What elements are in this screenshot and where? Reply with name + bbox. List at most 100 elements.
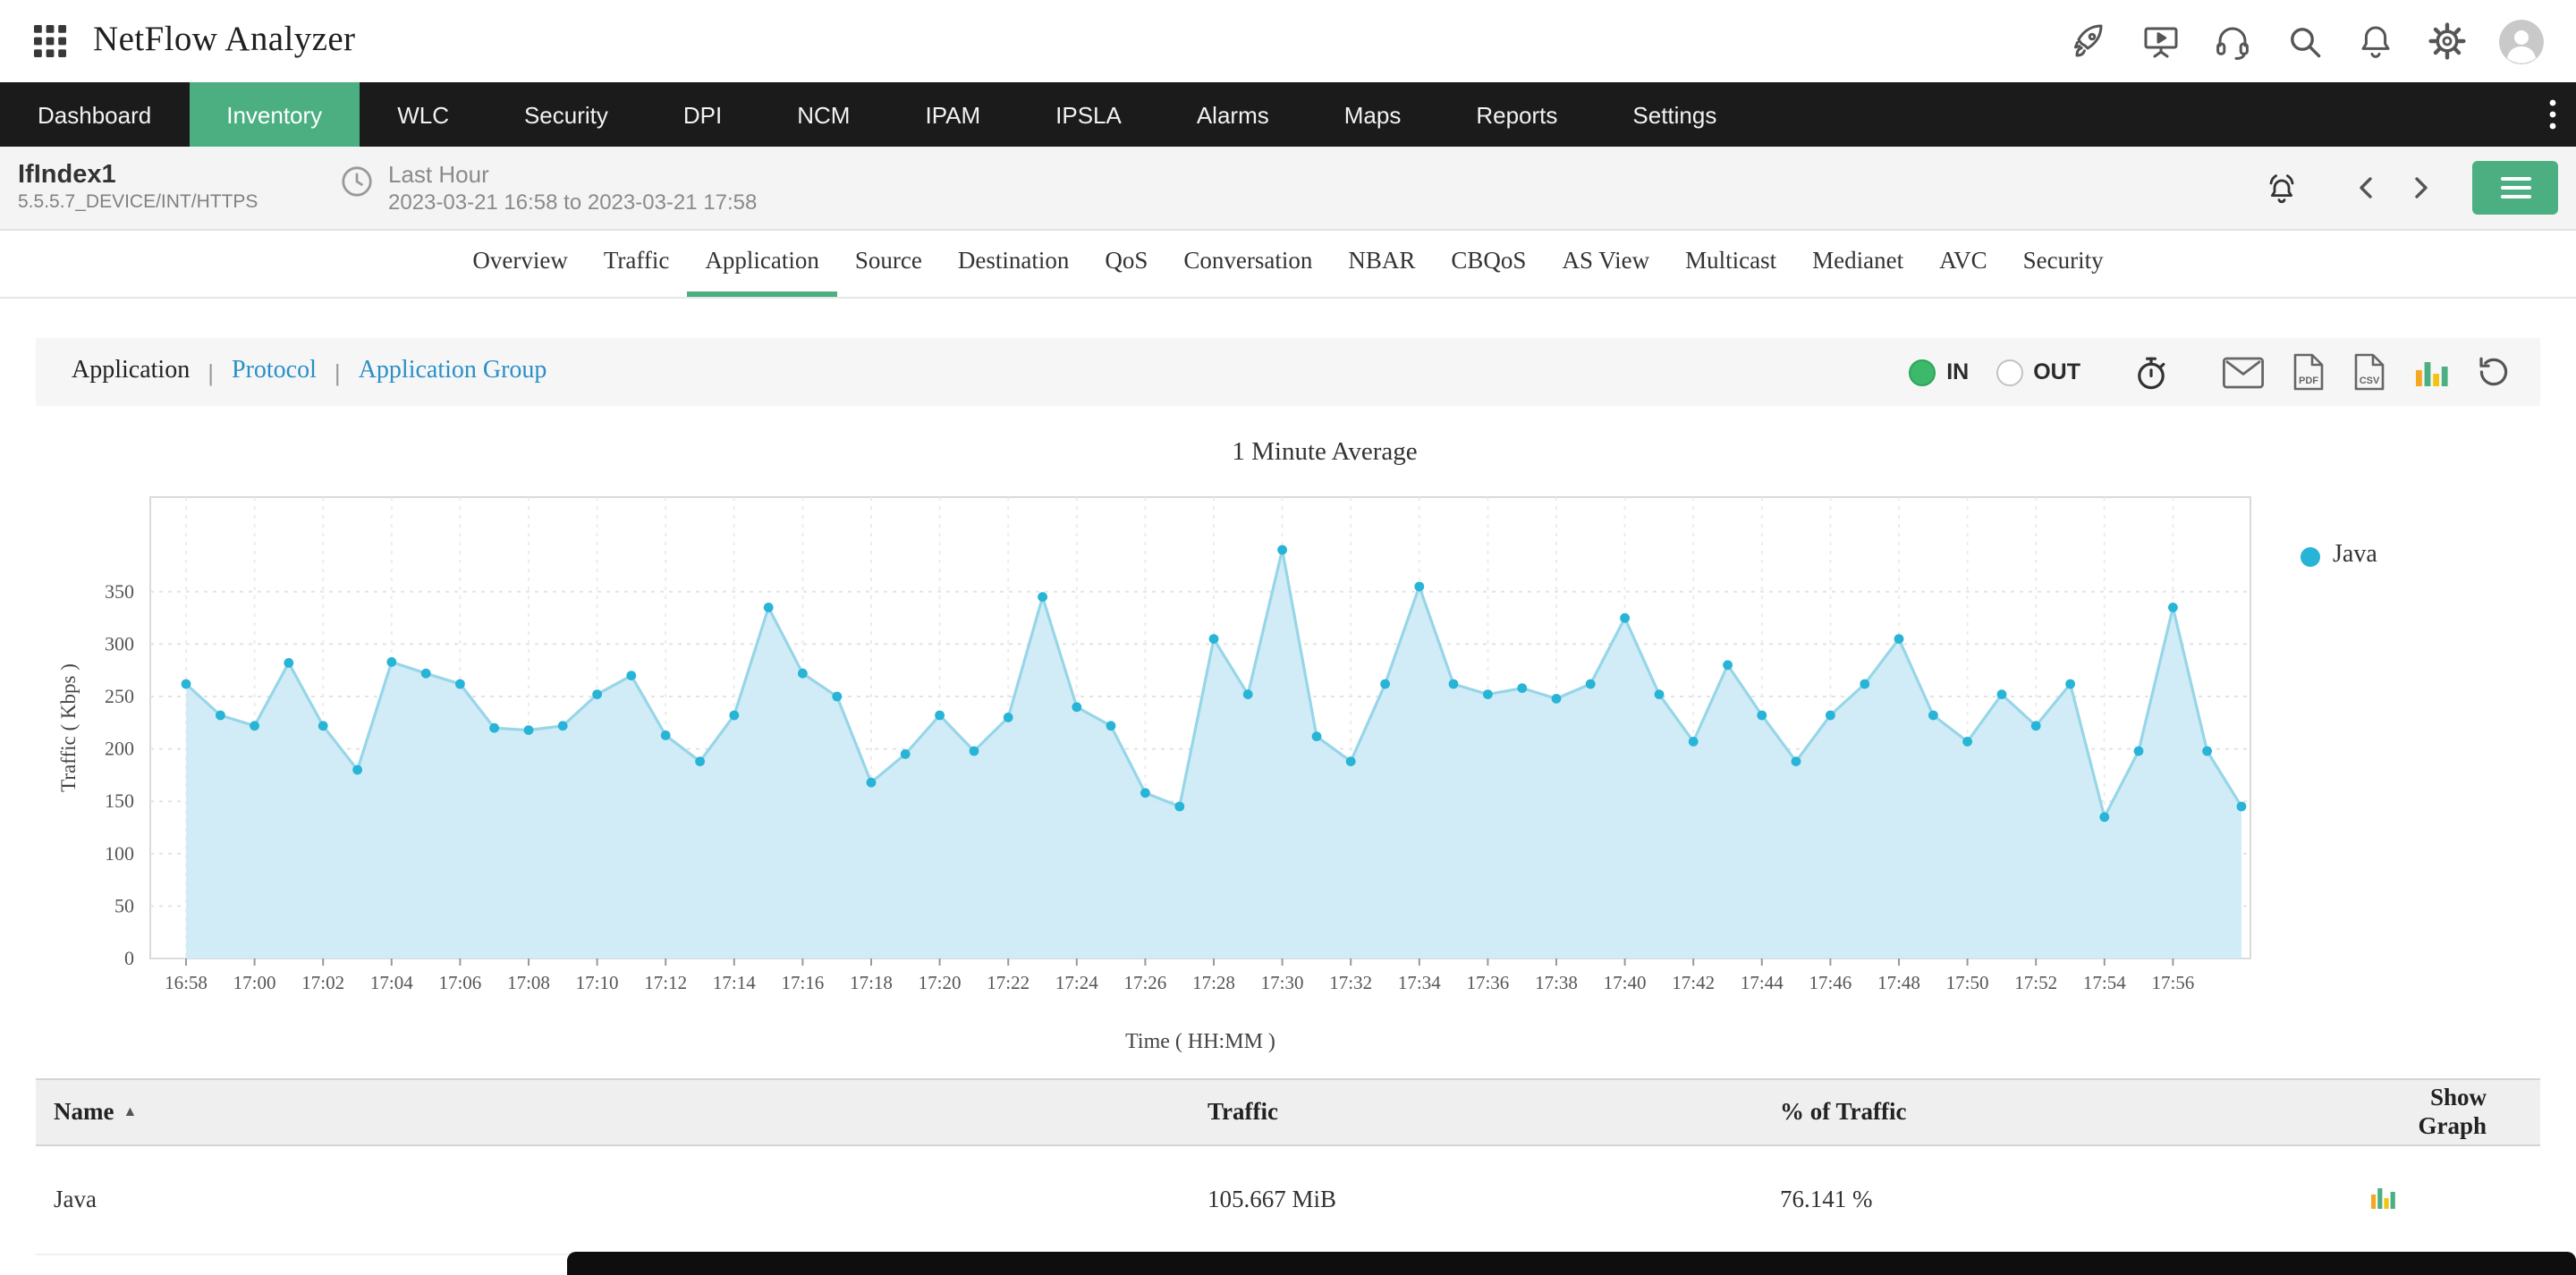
tab-cbqos[interactable]: CBQoS: [1433, 231, 1544, 297]
svg-text:17:08: 17:08: [507, 972, 550, 993]
filter-bar: Application | Protocol | Application Gro…: [36, 338, 2540, 406]
bar-chart-icon[interactable]: [2413, 354, 2449, 390]
filter-application-group[interactable]: Application Group: [359, 358, 547, 386]
nav-item-wlc[interactable]: WLC: [360, 82, 487, 147]
sort-asc-icon: ▲: [123, 1105, 138, 1119]
chart-section: 1 Minute Average 05010015020025030035016…: [0, 438, 2576, 1073]
tab-security[interactable]: Security: [2005, 231, 2122, 297]
search-icon[interactable]: [2284, 21, 2324, 61]
row-name: Java: [36, 1186, 1208, 1214]
alarm-settings-icon[interactable]: [2263, 169, 2301, 207]
svg-text:300: 300: [105, 632, 134, 654]
interface-path: 5.5.5.7_DEVICE/INT/HTTPS: [18, 191, 308, 215]
svg-text:17:04: 17:04: [370, 972, 413, 993]
tab-avc[interactable]: AVC: [1921, 231, 2005, 297]
period-label: Last Hour: [388, 160, 757, 189]
row-traffic: 105.667 MiB: [1208, 1186, 1780, 1214]
interface-name: IfIndex1: [18, 161, 308, 191]
tab-application[interactable]: Application: [687, 231, 837, 297]
nav-item-ncm[interactable]: NCM: [759, 82, 887, 147]
pdf-export-icon[interactable]: PDF: [2292, 352, 2326, 392]
bottom-black-bar: [567, 1252, 2576, 1275]
schedule-icon[interactable]: [2132, 353, 2170, 391]
presentation-icon[interactable]: [2141, 21, 2181, 61]
svg-text:50: 50: [114, 894, 134, 916]
app-title: NetFlow Analyzer: [93, 21, 355, 61]
tab-destination[interactable]: Destination: [940, 231, 1088, 297]
column-header-percent[interactable]: % of Traffic: [1780, 1098, 2370, 1127]
headset-icon[interactable]: [2213, 21, 2252, 61]
svg-text:Traffic ( Kbps ): Traffic ( Kbps ): [57, 663, 80, 792]
filter-application[interactable]: Application: [72, 358, 190, 386]
period-range: 2023-03-21 16:58 to 2023-03-21 17:58: [388, 189, 757, 215]
svg-text:17:06: 17:06: [438, 972, 481, 993]
nav-item-ipam[interactable]: IPAM: [887, 82, 1018, 147]
column-header-show-graph: Show Graph: [2370, 1084, 2540, 1141]
nav-item-settings[interactable]: Settings: [1595, 82, 1754, 147]
table-row: Java 105.667 MiB 76.141 %: [36, 1146, 2540, 1255]
clock-icon: [340, 164, 374, 198]
svg-text:17:16: 17:16: [781, 972, 824, 993]
apps-grid-icon[interactable]: [32, 23, 68, 59]
direction-in-radio[interactable]: IN: [1909, 359, 1969, 385]
svg-text:17:46: 17:46: [1809, 972, 1852, 993]
nav-item-dashboard[interactable]: Dashboard: [0, 82, 189, 147]
svg-text:17:36: 17:36: [1466, 972, 1509, 993]
svg-text:17:12: 17:12: [644, 972, 687, 993]
settings-gear-icon[interactable]: [2428, 21, 2467, 61]
svg-text:17:30: 17:30: [1261, 972, 1304, 993]
svg-text:17:22: 17:22: [987, 972, 1030, 993]
nav-item-dpi[interactable]: DPI: [646, 82, 759, 147]
tab-medianet[interactable]: Medianet: [1794, 231, 1921, 297]
context-bar: IfIndex1 5.5.5.7_DEVICE/INT/HTTPS Last H…: [0, 147, 2576, 231]
svg-text:17:38: 17:38: [1535, 972, 1578, 993]
svg-text:250: 250: [105, 685, 134, 707]
svg-text:CSV: CSV: [2360, 376, 2380, 386]
svg-text:17:50: 17:50: [1946, 972, 1989, 993]
svg-text:16:58: 16:58: [165, 972, 208, 993]
time-period[interactable]: Last Hour 2023-03-21 16:58 to 2023-03-21…: [340, 160, 757, 215]
svg-text:350: 350: [105, 580, 134, 603]
launch-icon[interactable]: [2070, 21, 2109, 61]
radio-unselected-icon: [1996, 359, 2022, 385]
nav-item-ipsla[interactable]: IPSLA: [1018, 82, 1159, 147]
user-avatar[interactable]: [2499, 19, 2544, 63]
chevron-left-icon[interactable]: [2351, 172, 2383, 204]
notifications-icon[interactable]: [2356, 21, 2395, 61]
chart-title: 1 Minute Average: [50, 438, 2438, 469]
tab-conversation[interactable]: Conversation: [1165, 231, 1330, 297]
main-nav: Dashboard Inventory WLC Security DPI NCM…: [0, 82, 2576, 147]
menu-button[interactable]: [2472, 161, 2558, 215]
nav-item-alarms[interactable]: Alarms: [1159, 82, 1307, 147]
refresh-icon[interactable]: [2476, 354, 2512, 390]
svg-text:PDF: PDF: [2299, 376, 2318, 386]
column-header-name[interactable]: Name ▲: [36, 1098, 1208, 1127]
tab-as-view[interactable]: AS View: [1544, 231, 1667, 297]
filter-protocol[interactable]: Protocol: [232, 358, 317, 386]
chevron-right-icon[interactable]: [2404, 172, 2436, 204]
view-tabs: Overview Traffic Application Source Dest…: [0, 231, 2576, 299]
svg-text:17:32: 17:32: [1329, 972, 1372, 993]
tab-multicast[interactable]: Multicast: [1667, 231, 1794, 297]
tab-traffic[interactable]: Traffic: [586, 231, 688, 297]
column-header-traffic[interactable]: Traffic: [1208, 1098, 1780, 1127]
top-header: NetFlow Analyzer: [0, 0, 2576, 82]
tab-nbar[interactable]: NBAR: [1330, 231, 1433, 297]
nav-item-reports[interactable]: Reports: [1438, 82, 1595, 147]
csv-export-icon[interactable]: CSV: [2352, 352, 2386, 392]
nav-item-inventory[interactable]: Inventory: [189, 82, 360, 147]
tab-qos[interactable]: QoS: [1087, 231, 1165, 297]
tab-overview[interactable]: Overview: [454, 231, 585, 297]
email-icon[interactable]: [2222, 355, 2265, 389]
kebab-menu-icon[interactable]: [2529, 82, 2576, 147]
svg-text:17:52: 17:52: [2014, 972, 2057, 993]
svg-text:17:02: 17:02: [301, 972, 344, 993]
chart-legend: Java: [2301, 542, 2377, 570]
nav-item-maps[interactable]: Maps: [1307, 82, 1439, 147]
show-graph-icon[interactable]: [2370, 1183, 2397, 1210]
nav-item-security[interactable]: Security: [487, 82, 646, 147]
svg-text:17:18: 17:18: [850, 972, 893, 993]
direction-out-radio[interactable]: OUT: [1996, 359, 2080, 385]
tab-source[interactable]: Source: [837, 231, 940, 297]
svg-text:17:56: 17:56: [2151, 972, 2194, 993]
